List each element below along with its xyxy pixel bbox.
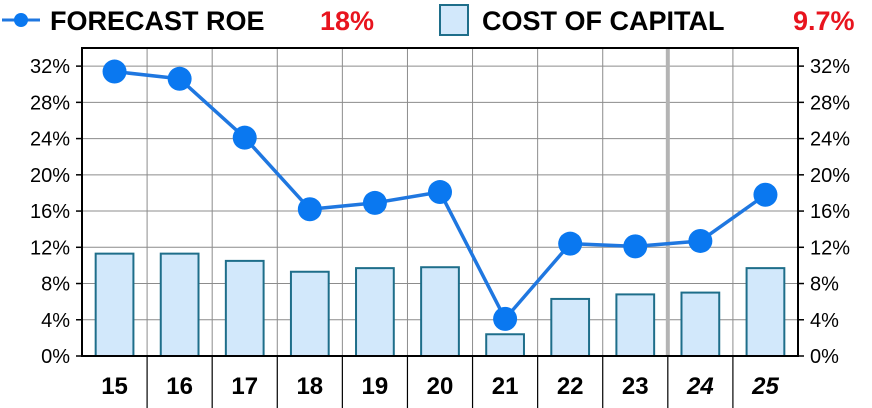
y-tick-label-right: 0% — [810, 346, 839, 368]
legend-bar-value: 9.7% — [793, 6, 855, 36]
point-forecast-roe-18 — [297, 197, 322, 222]
bar-cost-of-capital-18 — [289, 270, 330, 357]
point-forecast-roe-19 — [362, 190, 387, 215]
bar-cost-of-capital-17 — [224, 259, 265, 357]
y-tick-label-left: 20% — [30, 165, 70, 187]
x-tick-label: 16 — [166, 373, 193, 400]
point-forecast-roe-25 — [753, 182, 778, 207]
bar-cost-of-capital-22 — [550, 297, 591, 357]
legend: FORECAST ROE 18% COST OF CAPITAL 9.7% — [2, 4, 855, 36]
y-tick-label-left: 24% — [30, 129, 70, 151]
x-tick-label: 17 — [231, 373, 258, 400]
x-tick-label: 25 — [751, 373, 779, 400]
y-tick-label-right: 12% — [810, 237, 850, 259]
x-tick-label: 20 — [427, 373, 454, 400]
x-tick-label: 19 — [362, 373, 389, 400]
x-tick-label: 23 — [622, 373, 649, 400]
legend-line-label: FORECAST ROE — [50, 6, 265, 36]
y-tick-label-left: 16% — [30, 201, 70, 223]
legend-line-value: 18% — [320, 6, 374, 36]
y-tick-label-right: 8% — [810, 274, 839, 296]
point-forecast-roe-23 — [623, 234, 648, 259]
x-tick-label: 15 — [101, 373, 128, 400]
legend-marker-swatch — [14, 13, 28, 27]
y-tick-label-right: 16% — [810, 201, 850, 223]
point-forecast-roe-21 — [493, 306, 518, 331]
point-forecast-roe-16 — [167, 66, 192, 91]
plot-area: 0% 0% 4% 4% 8% 8% 12% 12% 16% 16% 20% 20% 24% 24% 28% 2… — [30, 47, 850, 408]
point-forecast-roe-24 — [688, 228, 713, 253]
x-tick-label: 24 — [686, 373, 714, 400]
point-forecast-roe-20 — [428, 180, 452, 205]
bar-cost-of-capital-20 — [420, 266, 460, 358]
point-forecast-roe-17 — [232, 125, 257, 150]
y-tick-label-left: 12% — [30, 237, 70, 259]
bar-cost-of-capital-15 — [94, 252, 135, 358]
y-tick-label-left: 0% — [41, 346, 70, 368]
bar-cost-of-capital-21 — [485, 333, 525, 357]
legend-bar-label: COST OF CAPITAL — [482, 6, 725, 36]
bar-cost-of-capital-24 — [680, 291, 721, 357]
y-tick-label-right: 20% — [810, 165, 850, 187]
y-tick-label-right: 24% — [810, 129, 850, 151]
y-tick-label-left: 32% — [30, 56, 70, 78]
bar-cost-of-capital-16 — [159, 252, 200, 358]
y-tick-label-right: 28% — [810, 92, 850, 114]
point-forecast-roe-15 — [102, 59, 127, 84]
legend-bar-swatch — [439, 4, 469, 36]
y-tick-label-left: 8% — [41, 274, 70, 296]
bar-cost-of-capital-25 — [745, 267, 786, 358]
bar-cost-of-capital-19 — [355, 267, 395, 358]
x-tick-label: 22 — [557, 373, 584, 400]
bar-cost-of-capital-23 — [615, 293, 656, 357]
y-tick-label-right: 4% — [810, 310, 839, 332]
x-tick-label: 18 — [296, 373, 323, 400]
y-tick-label-left: 4% — [41, 310, 70, 332]
y-tick-label-right: 32% — [810, 56, 850, 78]
plot-frame — [81, 47, 799, 357]
y-tick-label-left: 28% — [30, 92, 70, 114]
x-tick-label: 21 — [492, 373, 519, 400]
point-forecast-roe-22 — [558, 231, 583, 256]
